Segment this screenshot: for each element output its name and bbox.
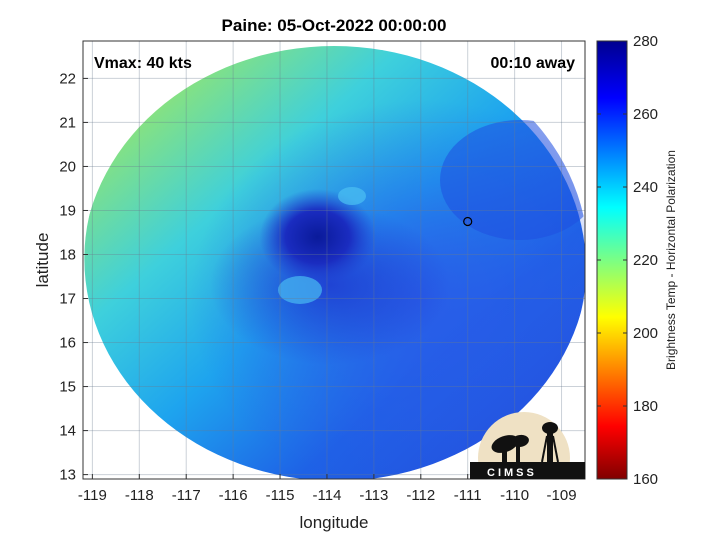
x-axis-ticks: -119 -118 -117 -116 -115 -114 -113 -112 -111 -110… bbox=[78, 474, 577, 504]
storm-core-cyan bbox=[338, 187, 366, 205]
y-axis-ticks: 13 14 15 16 17 18 19 20 21 22 bbox=[59, 70, 88, 484]
colorbar-tick-label: 180 bbox=[633, 398, 658, 415]
colorbar-ticks: 160 180 200 220 240 260 280 bbox=[597, 33, 658, 488]
x-tick-label: -109 bbox=[547, 487, 577, 504]
plot-frame bbox=[82, 40, 586, 480]
y-tick-label: 15 bbox=[59, 379, 76, 396]
x-tick-label: -115 bbox=[266, 487, 295, 504]
y-tick-label: 19 bbox=[59, 202, 76, 219]
colorbar-tick-label: 280 bbox=[633, 33, 658, 50]
grid bbox=[83, 41, 585, 479]
storm-center bbox=[259, 188, 376, 285]
logo-ground bbox=[470, 462, 585, 479]
colorbar-tick-label: 200 bbox=[633, 325, 658, 342]
x-tick-label: -119 bbox=[78, 487, 107, 504]
y-axis-label: latitude bbox=[33, 233, 52, 288]
vmax-label: Vmax: 40 kts bbox=[94, 55, 192, 72]
x-tick-label: -118 bbox=[125, 487, 154, 504]
y-tick-label: 13 bbox=[59, 467, 76, 484]
logo-text: CIMSS bbox=[487, 467, 537, 479]
colorbar-tick-label: 220 bbox=[633, 252, 658, 269]
y-tick-label: 20 bbox=[59, 158, 76, 175]
cimss-logo: CIMSS bbox=[470, 412, 585, 479]
colorbar-label: Brightness Temp - Horizontal Polarizatio… bbox=[664, 150, 678, 370]
colorbar-tick-label: 260 bbox=[633, 106, 658, 123]
water-tower-icon bbox=[541, 422, 559, 464]
x-tick-label: -113 bbox=[359, 487, 388, 504]
colorbar-tick-label: 240 bbox=[633, 179, 658, 196]
colorbar-tick-label: 160 bbox=[633, 471, 658, 488]
y-tick-label: 18 bbox=[59, 246, 76, 263]
y-tick-label: 16 bbox=[59, 335, 76, 352]
y-tick-label: 14 bbox=[59, 423, 76, 440]
x-tick-label: -112 bbox=[406, 487, 435, 504]
x-tick-label: -114 bbox=[313, 487, 342, 504]
y-tick-label: 22 bbox=[59, 70, 76, 87]
x-tick-label: -110 bbox=[500, 487, 529, 504]
island-marker bbox=[463, 216, 473, 227]
satellite-dish-icon bbox=[491, 434, 529, 464]
x-axis-label: longitude bbox=[299, 513, 368, 532]
colorbar bbox=[596, 40, 628, 480]
x-tick-label: -116 bbox=[219, 487, 248, 504]
x-tick-label: -111 bbox=[454, 487, 482, 504]
y-tick-label: 17 bbox=[59, 291, 76, 308]
y-tick-label: 21 bbox=[59, 114, 76, 131]
time-offset-label: 00:10 away bbox=[490, 55, 575, 72]
storm-core-cyan bbox=[278, 276, 322, 304]
map-title: Paine: 05-Oct-2022 00:00:00 bbox=[222, 16, 447, 35]
x-tick-label: -117 bbox=[172, 487, 201, 504]
